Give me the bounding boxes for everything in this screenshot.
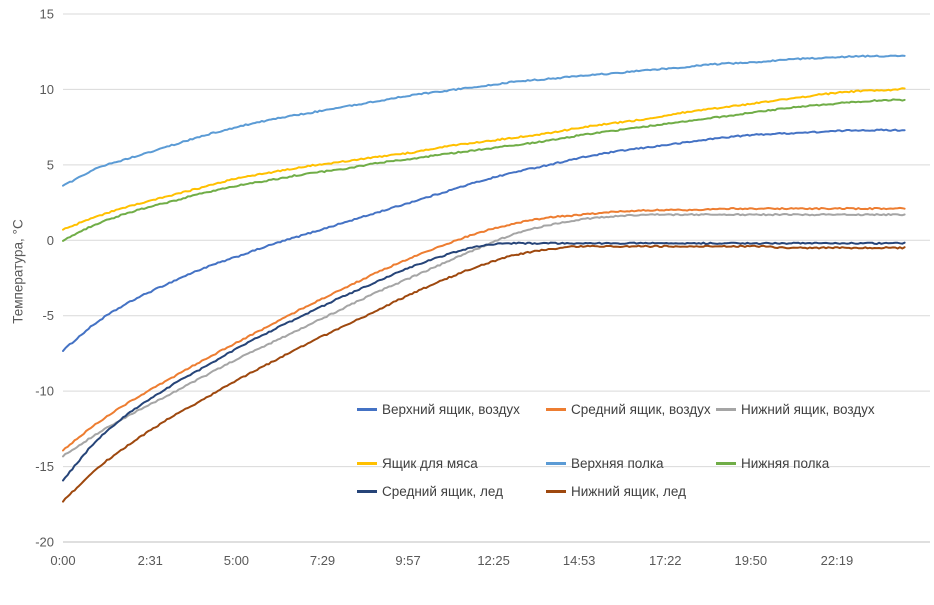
legend-label: Нижняя полка [741,456,830,471]
x-tick-label: 22:19 [821,553,854,568]
x-tick-label: 9:57 [395,553,420,568]
legend-label: Верхний ящик, воздух [382,402,520,417]
legend-line-swatch [357,462,377,465]
y-tick-label: 10 [40,82,54,97]
legend-item: Верхняя полка [546,456,716,471]
legend-item: Нижний ящик, лед [546,484,716,499]
series-line [62,98,906,242]
x-tick-label: 2:31 [138,553,163,568]
legend-label: Нижний ящик, воздух [741,402,875,417]
series-line [62,241,906,482]
y-axis-title: Температура, °C [10,219,26,324]
legend-item: Верхний ящик, воздух [357,402,546,417]
x-tick-label: 5:00 [224,553,249,568]
y-tick-label: -5 [42,308,54,323]
x-tick-label: 14:53 [563,553,596,568]
x-tick-label: 19:50 [735,553,768,568]
legend-item: Нижняя полка [716,456,829,471]
x-tick-label: 12:25 [477,553,510,568]
y-tick-label: -15 [35,459,54,474]
y-tick-label: -10 [35,384,54,399]
series-line [62,54,906,187]
legend-line-swatch [716,462,736,465]
series-line [62,213,906,458]
legend-label: Верхняя полка [571,456,664,471]
legend-label: Ящик для мяса [382,456,478,471]
series-line [62,87,906,231]
series-line [62,128,906,352]
legend-item: Ящик для мяса [357,456,546,471]
legend-line-swatch [357,408,377,411]
legend-line-swatch [546,462,566,465]
y-tick-label: 0 [47,233,54,248]
x-tick-label: 0:00 [50,553,75,568]
legend-item: Нижний ящик, воздух [716,402,875,417]
x-tick-label: 7:29 [310,553,335,568]
legend-label: Средний ящик, воздух [571,402,711,417]
legend-row: Ящик для мяса Верхняя полка Нижняя полка [357,456,829,471]
legend-row: Средний ящик, лед Нижний ящик, лед [357,484,716,499]
y-tick-label: -20 [35,535,54,550]
legend-line-swatch [546,490,566,493]
series-line [62,206,906,452]
legend-item: Средний ящик, лед [357,484,546,499]
y-tick-label: 5 [47,157,54,172]
series-line [62,244,906,503]
y-tick-label: 15 [40,7,54,22]
legend-label: Средний ящик, лед [382,484,503,499]
legend-line-swatch [546,408,566,411]
legend-label: Нижний ящик, лед [571,484,686,499]
legend-row: Верхний ящик, воздух Средний ящик, воздух… [357,402,875,417]
legend-line-swatch [357,490,377,493]
x-tick-label: 17:22 [649,553,682,568]
legend-item: Средний ящик, воздух [546,402,716,417]
legend-line-swatch [716,408,736,411]
